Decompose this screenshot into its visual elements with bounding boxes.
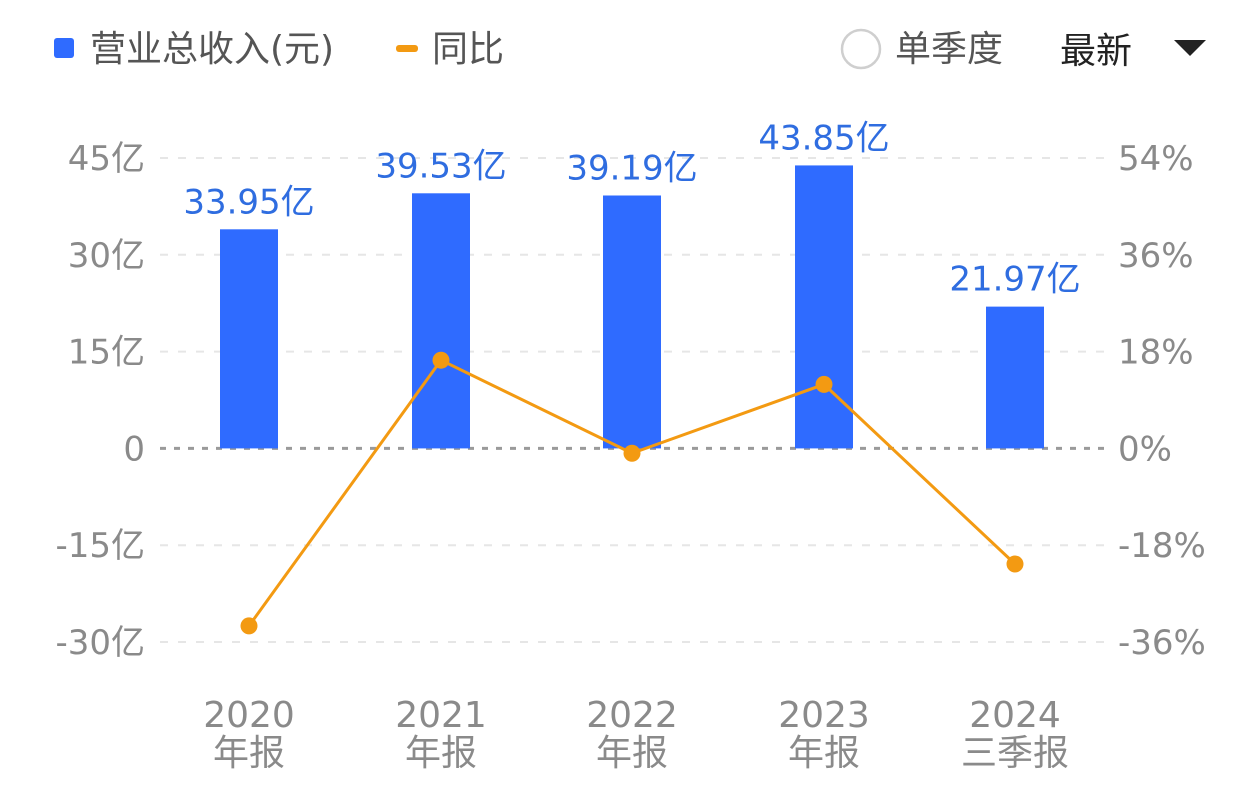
radio-circle-icon[interactable] [840,28,882,70]
category-period-label: 年报 [405,733,477,774]
yoy-point[interactable] [623,444,641,462]
right-tick-label: 54% [1118,139,1194,179]
right-tick-label: 18% [1118,333,1194,373]
line-legend-swatch [396,45,418,52]
left-tick-label: -30亿 [55,623,145,663]
right-tick-label: 0% [1118,429,1172,469]
revenue-bar[interactable] [603,195,661,449]
left-tick-label: 15亿 [68,333,145,373]
revenue-bar[interactable] [220,229,278,449]
yoy-point[interactable] [815,375,833,393]
bar-value-label: 39.53亿 [375,146,506,186]
yoy-point[interactable] [1006,555,1024,573]
yoy-line [240,351,1024,635]
category-period-label: 年报 [213,733,285,774]
right-tick-label: -18% [1118,526,1206,566]
bar-legend-label: 营业总收入(元) [90,29,334,70]
revenue-bar[interactable] [986,306,1044,449]
single-quarter-toggle[interactable]: 单季度 [840,28,1003,70]
bar-value-label: 33.95亿 [183,182,314,222]
single-quarter-label: 单季度 [895,29,1003,70]
line-legend-label: 同比 [432,29,504,70]
category-year-label: 2024 [969,695,1061,736]
bar-value-label: 39.19亿 [566,148,697,188]
sort-dropdown-label: 最新 [1060,31,1132,72]
yoy-point[interactable] [240,617,258,635]
revenue-bar[interactable] [412,193,470,449]
bar-legend-swatch [54,38,74,58]
category-year-label: 2022 [586,695,678,736]
category-period-label: 年报 [596,733,668,774]
yoy-point[interactable] [432,351,450,369]
caret-down-icon [1174,40,1206,56]
left-tick-label: 45亿 [68,139,145,179]
right-tick-label: -36% [1118,623,1206,663]
left-tick-label: -15亿 [55,526,145,566]
category-period-label: 三季报 [961,733,1069,774]
left-tick-label: 0 [123,429,145,469]
right-tick-label: 36% [1118,236,1194,276]
bars [220,165,1044,449]
revenue-bar[interactable] [795,165,853,449]
legend[interactable]: 营业总收入(元) 同比 [54,29,504,70]
category-year-label: 2021 [395,695,487,736]
bar-value-label: 21.97亿 [949,260,1080,300]
left-axis: 45亿 30亿 15亿 0 -15亿 -30亿 [55,139,145,663]
right-axis: 54% 36% 18% 0% -18% -36% [1118,139,1206,663]
category-year-label: 2023 [778,695,870,736]
category-year-label: 2020 [203,695,295,736]
bar-labels: 33.95亿 39.53亿 39.19亿 43.85亿 21.97亿 [183,118,1080,299]
left-tick-label: 30亿 [68,236,145,276]
bar-value-label: 43.85亿 [758,118,889,158]
sort-dropdown[interactable]: 最新 [1060,31,1206,72]
category-period-label: 年报 [788,733,860,774]
